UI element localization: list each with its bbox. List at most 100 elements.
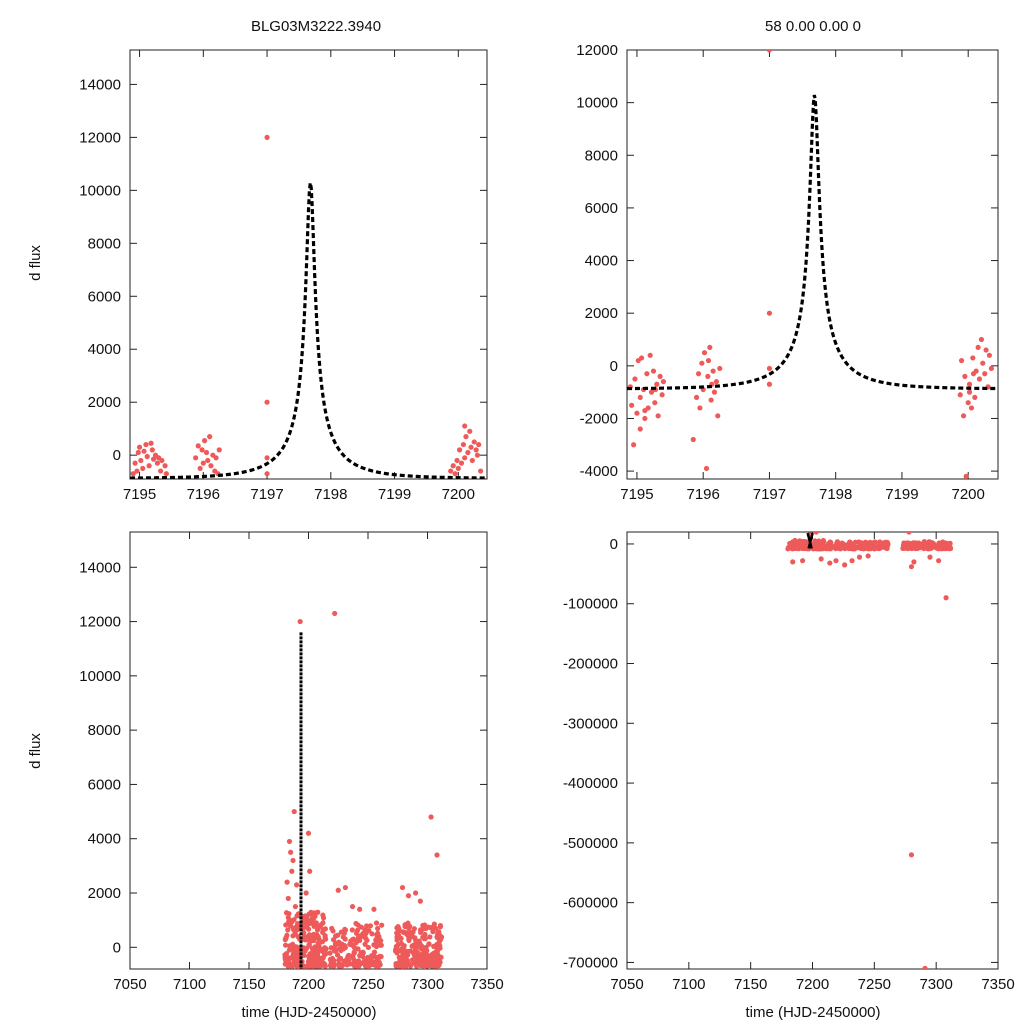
data-point <box>138 457 144 464</box>
y-tick-label: 12000 <box>79 614 121 631</box>
data-point <box>376 933 382 940</box>
data-point <box>422 931 428 938</box>
data-point <box>705 373 711 379</box>
y-tick-label: 10000 <box>79 182 121 199</box>
data-point <box>347 961 353 967</box>
data-point <box>163 471 169 477</box>
x-tick-label: 7050 <box>610 976 643 993</box>
data-point <box>848 545 855 551</box>
x-tick-label: 7196 <box>687 486 720 503</box>
data-point <box>946 546 952 552</box>
data-point <box>458 460 465 466</box>
data-point <box>634 410 640 416</box>
y-tick-label: 4000 <box>88 831 121 848</box>
data-point <box>431 952 437 958</box>
data-point <box>369 931 375 937</box>
data-point <box>452 471 458 477</box>
data-point <box>339 941 345 947</box>
data-point <box>813 532 819 535</box>
data-point <box>463 434 469 440</box>
data-point <box>407 963 413 969</box>
data-point <box>282 942 289 948</box>
data-point <box>132 460 138 466</box>
data-point <box>333 933 339 939</box>
plot-frame <box>626 531 999 970</box>
data-point <box>351 957 357 963</box>
data-point <box>159 457 165 464</box>
data-point <box>820 537 826 544</box>
data-point <box>213 455 219 461</box>
plot-frame <box>129 531 488 970</box>
data-point <box>331 963 337 969</box>
data-point <box>982 371 988 377</box>
data-point <box>435 958 441 965</box>
data-point <box>317 963 323 969</box>
data-point <box>476 441 482 448</box>
data-point <box>349 927 355 933</box>
data-point <box>833 558 839 564</box>
panel-bottom-left: 7050 7100 7150 7200 7250 7300 7350 0 2000 4000 600… <box>79 531 504 993</box>
data-point <box>827 560 833 566</box>
data-point <box>908 564 915 570</box>
data-point <box>285 961 291 967</box>
data-point <box>285 927 291 933</box>
y-tick-label: 8000 <box>88 235 121 252</box>
x-tick-label: 7100 <box>173 976 206 993</box>
x-tick-label: 7100 <box>672 976 705 993</box>
data-point <box>363 935 369 941</box>
data-point <box>957 392 963 398</box>
data-point <box>856 554 863 560</box>
data-point <box>962 373 968 379</box>
data-point <box>162 463 168 469</box>
data-point <box>438 954 444 960</box>
data-point <box>289 963 295 969</box>
data-point <box>323 936 329 942</box>
x-tick-label: 7200 <box>952 486 985 503</box>
data-point <box>362 927 368 933</box>
data-point <box>469 457 475 464</box>
data-point <box>438 936 444 942</box>
data-point <box>701 350 708 356</box>
data-point <box>818 546 824 552</box>
data-point <box>715 413 721 419</box>
data-point <box>881 540 888 547</box>
data-point <box>468 444 474 450</box>
data-point <box>399 884 406 891</box>
data-point <box>936 558 942 564</box>
data-point <box>424 947 430 954</box>
data-point <box>158 468 164 474</box>
data-point <box>970 355 976 361</box>
data-point <box>410 950 416 956</box>
y-tick-label: -500000 <box>563 835 618 852</box>
y-axis-label-bottom: d flux <box>27 733 44 769</box>
y-tick-label: 2000 <box>88 885 121 902</box>
data-point <box>970 371 977 377</box>
data-point <box>400 929 406 935</box>
data-point <box>416 938 422 944</box>
data-point <box>290 933 296 939</box>
x-tick-label: 7200 <box>796 976 829 993</box>
data-point <box>690 436 696 443</box>
data-point <box>288 943 294 949</box>
model-curve <box>627 94 998 391</box>
data-point <box>308 910 314 917</box>
data-point <box>371 942 377 948</box>
data-point <box>313 920 319 926</box>
data-point <box>320 955 326 961</box>
data-point <box>422 961 428 968</box>
data-point <box>295 921 301 927</box>
data-point <box>647 352 653 358</box>
data-point <box>717 365 723 372</box>
data-point <box>965 400 971 406</box>
data-point <box>297 618 303 625</box>
data-point <box>800 558 806 564</box>
plot-frame <box>626 49 999 480</box>
data-point <box>143 441 149 448</box>
data-point <box>394 933 400 940</box>
data-point <box>660 379 667 385</box>
data-point <box>863 539 869 545</box>
data-point <box>332 610 338 617</box>
data-point <box>413 890 419 896</box>
data-point <box>695 371 702 377</box>
